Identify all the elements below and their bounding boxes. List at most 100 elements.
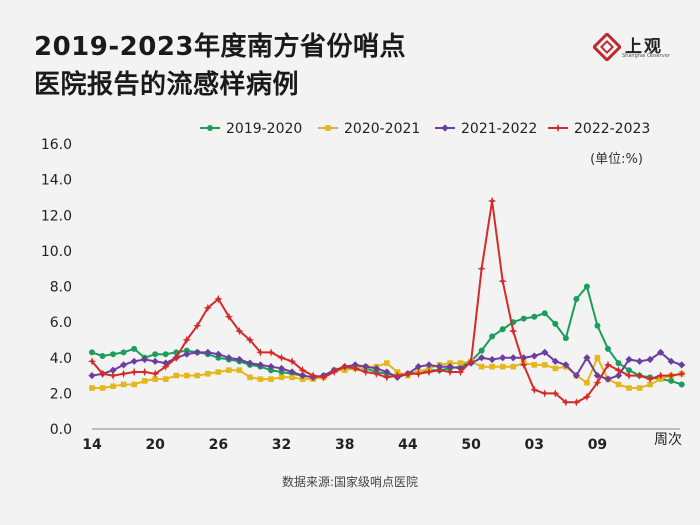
data-point xyxy=(245,335,255,345)
data-point xyxy=(340,362,349,371)
y-tick-label: 6.0 xyxy=(50,315,72,331)
data-point xyxy=(287,357,297,366)
data-point xyxy=(540,389,549,398)
data-point xyxy=(267,363,275,371)
data-point xyxy=(215,369,222,375)
data-point xyxy=(204,348,212,357)
data-point xyxy=(510,363,516,370)
data-point xyxy=(657,348,665,357)
data-point xyxy=(330,367,339,377)
data-point xyxy=(626,367,633,374)
data-point xyxy=(372,364,380,373)
data-point xyxy=(678,381,685,388)
data-point xyxy=(531,362,538,368)
data-point xyxy=(414,363,423,371)
data-point xyxy=(362,363,370,371)
data-point xyxy=(236,367,243,374)
data-point xyxy=(151,357,159,365)
data-point xyxy=(572,371,580,380)
data-point xyxy=(594,354,601,361)
data-point xyxy=(562,361,570,369)
y-tick-label: 4.0 xyxy=(50,351,72,367)
data-point xyxy=(214,294,223,304)
data-point xyxy=(119,369,128,378)
data-point xyxy=(520,315,527,322)
data-point xyxy=(645,374,655,384)
data-point xyxy=(162,351,169,358)
data-point xyxy=(478,347,485,354)
data-point xyxy=(636,385,643,391)
data-point xyxy=(162,376,169,382)
data-point xyxy=(541,310,548,317)
legend-marker xyxy=(553,123,563,133)
data-point xyxy=(89,385,95,391)
data-point xyxy=(573,295,580,302)
data-point xyxy=(668,377,675,384)
x-tick-label: 20 xyxy=(145,437,165,453)
legend-label: 2021-2022 xyxy=(461,121,537,137)
y-axis: 0.0 2.0 4.0 6.0 8.0 10.0 12.0 14.0 16.0 xyxy=(41,137,680,438)
data-point xyxy=(246,359,254,367)
data-point xyxy=(266,348,276,357)
y-tick-label: 16.0 xyxy=(41,137,72,153)
data-point xyxy=(584,379,590,386)
series-2022-2023 xyxy=(87,196,686,407)
x-tick-label: 03 xyxy=(525,437,544,453)
data-point xyxy=(541,348,549,357)
data-point xyxy=(656,371,665,380)
data-point xyxy=(498,277,507,286)
data-point xyxy=(509,326,518,336)
data-point xyxy=(382,373,391,382)
data-point xyxy=(319,373,328,382)
data-point xyxy=(99,352,106,359)
data-point xyxy=(477,264,486,273)
data-point xyxy=(647,381,653,388)
data-point xyxy=(141,355,149,364)
data-point xyxy=(109,366,117,374)
legend-marker xyxy=(207,125,213,131)
logo-text: 上观 xyxy=(625,37,663,57)
data-point xyxy=(182,335,191,345)
x-tick-label: 44 xyxy=(398,437,418,453)
series-layer xyxy=(87,196,686,407)
source-note: 数据来源:国家级哨点医院 xyxy=(281,475,419,489)
data-point xyxy=(489,333,496,340)
data-point xyxy=(152,376,158,382)
data-point xyxy=(131,381,137,388)
data-point xyxy=(129,367,139,377)
data-point xyxy=(604,345,611,352)
data-point xyxy=(235,326,244,336)
logo-emblem-icon xyxy=(593,33,621,61)
data-point xyxy=(530,385,539,394)
legend-marker xyxy=(441,124,449,132)
data-point xyxy=(110,383,116,390)
data-point xyxy=(466,357,476,366)
title-line-2: 医院报告的流感样病例 xyxy=(34,70,300,100)
legend-marker xyxy=(325,125,331,131)
y-tick-label: 0.0 xyxy=(50,422,72,438)
x-tick-label: 38 xyxy=(335,437,354,453)
data-point xyxy=(89,349,95,356)
data-point xyxy=(235,355,244,364)
data-point xyxy=(141,378,148,384)
data-point xyxy=(108,371,118,380)
data-point xyxy=(99,385,106,391)
data-point xyxy=(572,398,581,407)
data-point xyxy=(87,357,97,366)
data-point xyxy=(256,348,265,357)
data-point xyxy=(183,372,190,379)
data-point xyxy=(615,360,622,367)
data-point xyxy=(383,368,391,376)
data-point xyxy=(614,366,623,375)
data-point xyxy=(119,361,128,369)
title-line-1: 2019-2023年度南方省份哨点 xyxy=(34,32,407,62)
data-point xyxy=(131,345,138,352)
data-point xyxy=(256,361,265,369)
x-tick-label: 26 xyxy=(209,437,228,453)
data-point xyxy=(98,369,107,378)
data-point xyxy=(541,362,548,368)
data-point xyxy=(203,303,212,313)
data-point xyxy=(446,363,454,371)
y-tick-label: 10.0 xyxy=(41,244,72,260)
